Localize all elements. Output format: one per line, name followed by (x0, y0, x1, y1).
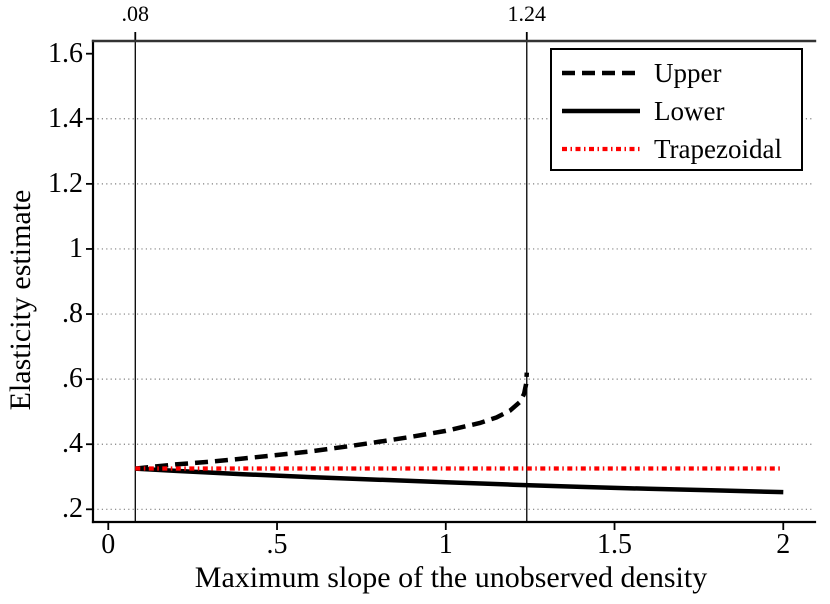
y-tick-label: 1.2 (48, 167, 83, 199)
series-lower-path (135, 466, 784, 495)
legend-item-trapezoidal: Trapezoidal (552, 130, 801, 168)
x-tick-label: .5 (266, 529, 288, 560)
reference-line-label: 1.24 (507, 1, 547, 26)
y-tick-label: .2 (62, 493, 83, 525)
y-axis-title: Elasticity estimate (4, 189, 37, 411)
legend: Upper Lower Trapezoidal (550, 48, 803, 171)
y-tick-label: .6 (62, 363, 83, 395)
legend-item-lower: Lower (552, 92, 801, 130)
y-tick-label: 1.4 (48, 102, 83, 134)
x-tick-label: 2 (776, 529, 791, 560)
x-axis-title: Maximum slope of the unobserved density (194, 561, 708, 594)
y-tick-label: .8 (62, 298, 83, 330)
legend-label-lower: Lower (654, 95, 725, 126)
reference-line-label: .08 (121, 1, 150, 26)
x-tick-label: 1.5 (597, 529, 633, 560)
x-tick-label: 1 (438, 529, 453, 560)
legend-label-upper: Upper (654, 57, 722, 88)
y-tick-label: 1 (69, 232, 83, 264)
y-tick-label: 1.6 (48, 37, 83, 69)
series-upper-path (135, 372, 530, 471)
lower-line-swatch-icon (562, 108, 640, 114)
trapezoidal-line-swatch-icon (562, 146, 640, 152)
x-tick-label: 0 (101, 529, 116, 560)
upper-line-swatch-icon (562, 70, 640, 76)
legend-item-upper: Upper (552, 54, 801, 92)
y-tick-label: .4 (62, 428, 83, 460)
legend-label-trapezoidal: Trapezoidal (654, 133, 782, 164)
